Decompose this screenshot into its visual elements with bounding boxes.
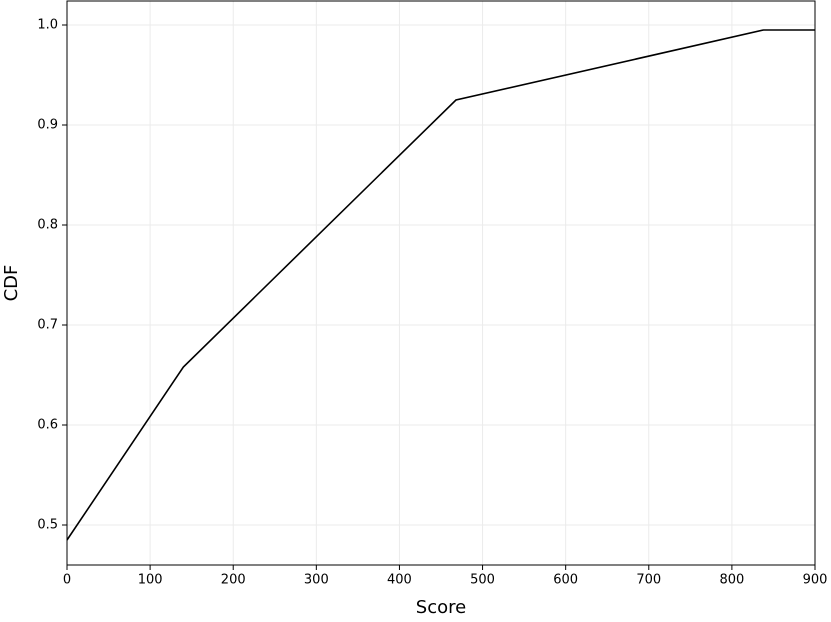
y-tick-label: 0.9 xyxy=(37,118,58,133)
x-tick-label: 300 xyxy=(304,573,329,588)
x-tick-label: 700 xyxy=(636,573,661,588)
y-tick-label: 1.0 xyxy=(37,18,58,33)
y-tick-label: 0.5 xyxy=(37,518,58,533)
x-tick-label: 800 xyxy=(719,573,744,588)
cdf-line xyxy=(66,29,815,541)
x-tick-label: 900 xyxy=(803,573,828,588)
x-tick-label: 400 xyxy=(387,573,412,588)
x-tick-label: 0 xyxy=(63,573,71,588)
y-tick-label: 0.6 xyxy=(37,418,58,433)
y-axis-title: CDF xyxy=(1,265,22,302)
x-tick-label: 200 xyxy=(221,573,246,588)
x-tick-label: 100 xyxy=(138,573,163,588)
x-tick-label: 500 xyxy=(470,573,495,588)
y-tick-label: 0.8 xyxy=(37,218,58,233)
y-tick-label: 0.7 xyxy=(37,318,58,333)
plot-frame xyxy=(66,0,816,566)
x-tick-label: 600 xyxy=(553,573,578,588)
x-axis-title: Score xyxy=(416,597,466,618)
